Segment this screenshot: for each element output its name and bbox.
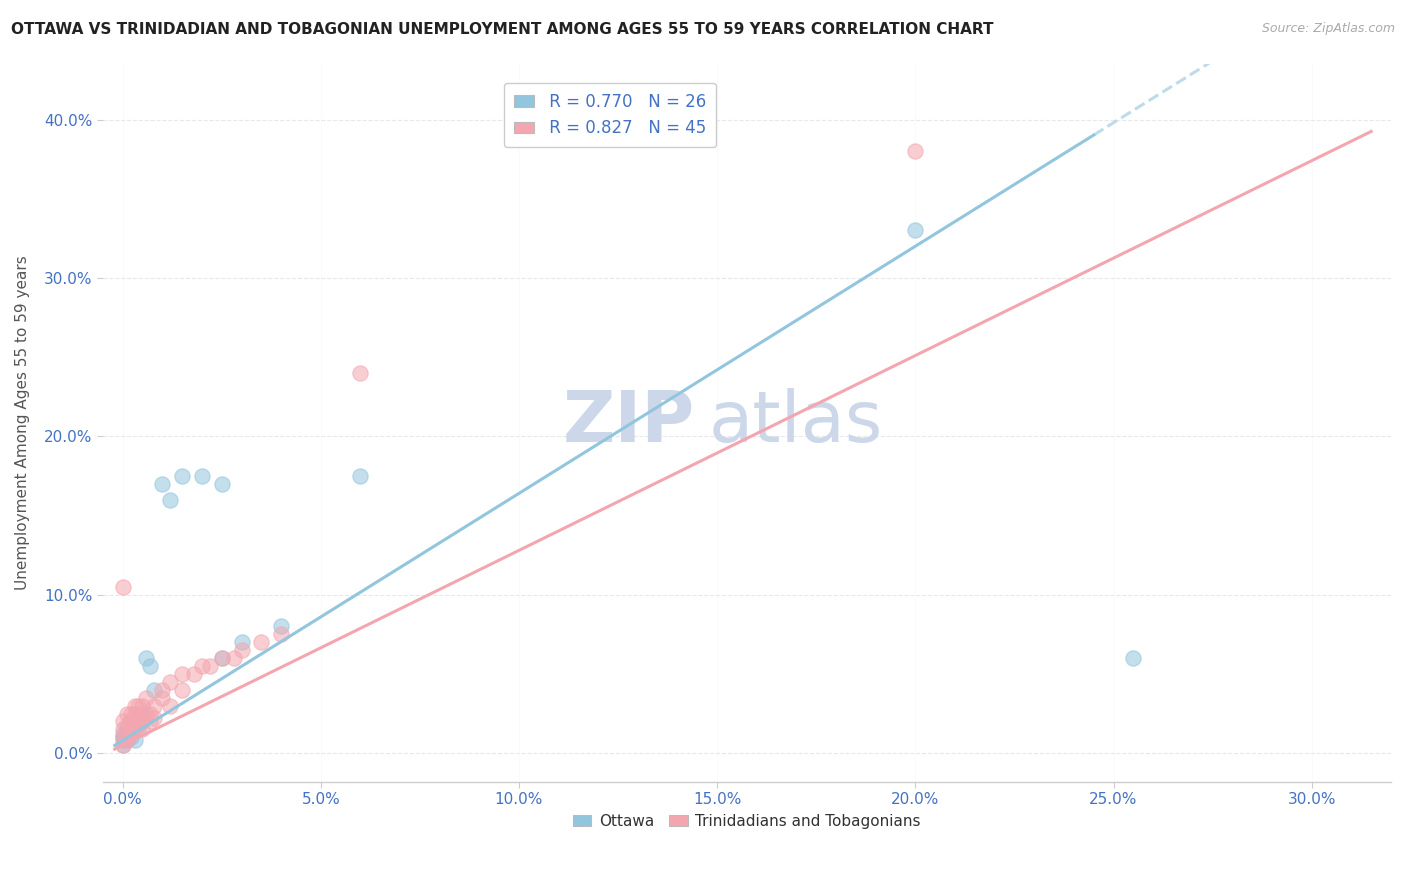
Point — [211, 476, 233, 491]
Point — [120, 727, 142, 741]
Point — [111, 723, 134, 737]
Point — [111, 731, 134, 745]
Point — [231, 635, 253, 649]
Point — [172, 682, 194, 697]
Point — [115, 717, 138, 731]
Point — [172, 469, 194, 483]
Text: atlas: atlas — [709, 388, 883, 458]
Point — [120, 714, 142, 729]
Point — [349, 366, 371, 380]
Point — [115, 731, 138, 745]
Point — [198, 659, 221, 673]
Point — [131, 706, 153, 721]
Point — [111, 580, 134, 594]
Point — [127, 723, 149, 737]
Point — [150, 682, 173, 697]
Point — [120, 714, 142, 729]
Point — [111, 733, 134, 747]
Point — [1122, 651, 1144, 665]
Point — [904, 223, 927, 237]
Point — [111, 727, 134, 741]
Text: Source: ZipAtlas.com: Source: ZipAtlas.com — [1261, 22, 1395, 36]
Point — [139, 659, 162, 673]
Point — [150, 690, 173, 705]
Point — [127, 706, 149, 721]
Point — [124, 698, 146, 713]
Point — [211, 651, 233, 665]
Point — [111, 738, 134, 752]
Point — [135, 690, 157, 705]
Point — [143, 682, 166, 697]
Point — [222, 651, 245, 665]
Point — [191, 469, 214, 483]
Point — [131, 723, 153, 737]
Point — [120, 706, 142, 721]
Point — [120, 723, 142, 737]
Legend: Ottawa, Trinidadians and Tobagonians: Ottawa, Trinidadians and Tobagonians — [567, 808, 927, 835]
Point — [270, 619, 292, 633]
Point — [115, 733, 138, 747]
Point — [191, 659, 214, 673]
Point — [183, 667, 205, 681]
Point — [159, 674, 181, 689]
Point — [211, 651, 233, 665]
Point — [111, 738, 134, 752]
Point — [115, 706, 138, 721]
Point — [111, 714, 134, 729]
Point — [135, 706, 157, 721]
Point — [127, 717, 149, 731]
Point — [231, 643, 253, 657]
Point — [115, 733, 138, 747]
Point — [120, 731, 142, 745]
Point — [150, 476, 173, 491]
Y-axis label: Unemployment Among Ages 55 to 59 years: Unemployment Among Ages 55 to 59 years — [15, 255, 30, 591]
Point — [159, 492, 181, 507]
Point — [143, 711, 166, 725]
Point — [124, 723, 146, 737]
Point — [135, 651, 157, 665]
Point — [131, 698, 153, 713]
Text: ZIP: ZIP — [564, 388, 696, 458]
Point — [904, 144, 927, 158]
Point — [124, 714, 146, 729]
Point — [270, 627, 292, 641]
Point — [124, 717, 146, 731]
Point — [143, 698, 166, 713]
Point — [124, 706, 146, 721]
Point — [139, 706, 162, 721]
Point — [127, 698, 149, 713]
Point — [131, 714, 153, 729]
Point — [139, 714, 162, 729]
Point — [159, 698, 181, 713]
Point — [115, 723, 138, 737]
Text: OTTAWA VS TRINIDADIAN AND TOBAGONIAN UNEMPLOYMENT AMONG AGES 55 TO 59 YEARS CORR: OTTAWA VS TRINIDADIAN AND TOBAGONIAN UNE… — [11, 22, 994, 37]
Point — [349, 469, 371, 483]
Point — [250, 635, 273, 649]
Point — [172, 667, 194, 681]
Point — [111, 731, 134, 745]
Point — [124, 733, 146, 747]
